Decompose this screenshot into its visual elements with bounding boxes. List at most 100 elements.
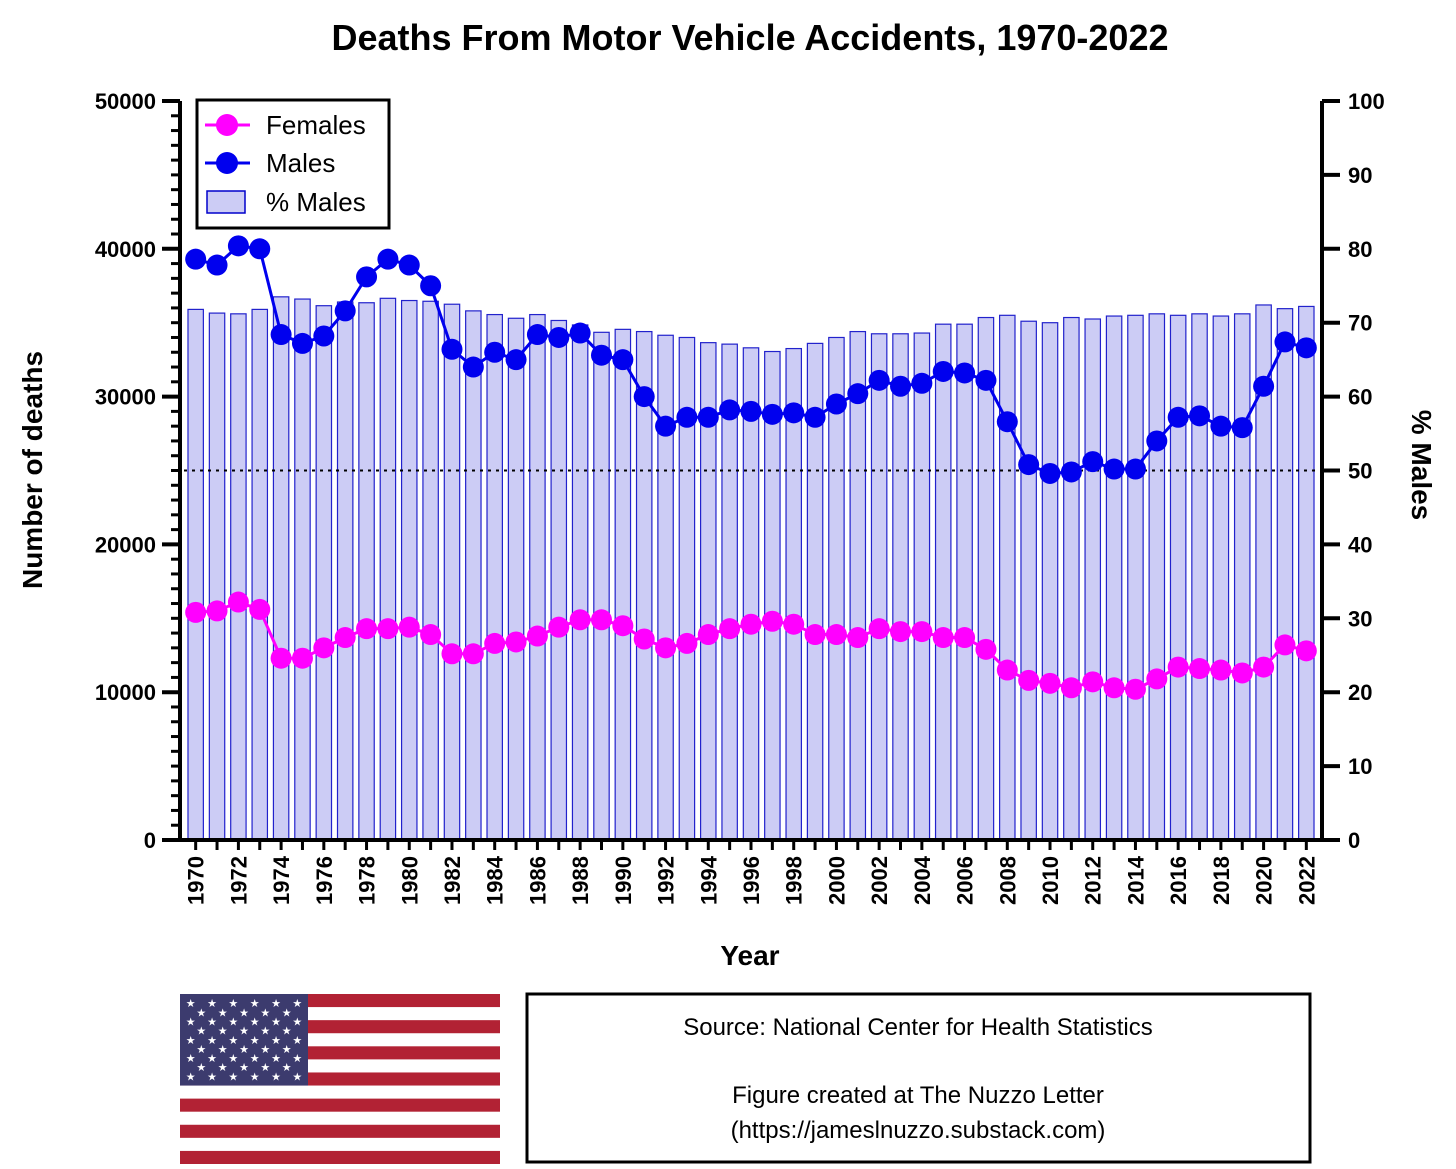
x-tick-label: 1974 — [269, 855, 294, 905]
point-females-2005 — [932, 627, 954, 649]
point-males-1980 — [398, 254, 420, 276]
flag-stripe — [180, 1098, 500, 1112]
y-axis-title: Number of deaths — [17, 351, 48, 589]
bar-pct-males-2018 — [1212, 315, 1230, 841]
bar-pct-males-2001 — [849, 330, 867, 841]
bar-pct-males-2006 — [956, 323, 973, 841]
right-tick-label: 70 — [1348, 311, 1372, 336]
point-males-1996 — [740, 400, 762, 422]
x-tick-label: 1980 — [397, 856, 422, 905]
flag-star: ★ — [292, 1052, 302, 1065]
flag-star: ★ — [292, 997, 302, 1010]
left-tick-label: 10000 — [95, 680, 156, 705]
point-females-2020 — [1253, 656, 1275, 678]
bar-pct-males-1976 — [315, 305, 333, 841]
point-females-2007 — [975, 638, 997, 660]
flag-star: ★ — [207, 997, 217, 1010]
point-males-1979 — [377, 248, 399, 270]
point-males-1972 — [227, 235, 249, 257]
bar-pct-males-1979 — [379, 297, 397, 841]
right-tick-label: 10 — [1348, 754, 1372, 779]
right-tick-label: 30 — [1348, 606, 1372, 631]
flag-star: ★ — [207, 1034, 217, 1047]
right-axis: 0 10 20 30 40 50 60 70 80 90 100 — [1320, 89, 1385, 853]
flag-star: ★ — [271, 1034, 281, 1047]
x-tick-label: 1998 — [782, 856, 807, 905]
point-males-1987 — [548, 326, 570, 348]
flag-star: ★ — [186, 1034, 196, 1047]
right-tick-label: 60 — [1348, 385, 1372, 410]
bar-pct-males-1973 — [251, 308, 269, 841]
point-females-1987 — [548, 616, 570, 638]
point-females-1977 — [334, 627, 356, 649]
point-females-1996 — [740, 613, 762, 635]
flag-stripe — [180, 1124, 500, 1138]
point-males-1992 — [655, 415, 677, 437]
x-tick-label: 1990 — [611, 856, 636, 905]
right-tick-label: 100 — [1348, 89, 1385, 114]
point-females-1974 — [270, 647, 292, 669]
point-females-2019 — [1231, 662, 1253, 684]
point-males-2003 — [890, 375, 912, 397]
x-tick-label: 1976 — [312, 856, 337, 905]
point-males-2008 — [996, 411, 1018, 433]
point-females-2017 — [1189, 658, 1211, 680]
bar-pct-males-1981 — [422, 300, 439, 841]
flag-star: ★ — [228, 1070, 238, 1083]
point-females-2018 — [1210, 659, 1232, 681]
source-line: Source: National Center for Health Stati… — [683, 1014, 1153, 1041]
point-males-1986 — [526, 324, 548, 346]
flag-star: ★ — [228, 1052, 238, 1065]
x-tick-label: 1992 — [654, 856, 679, 905]
legend: Females Males % Males — [195, 98, 391, 230]
bar-pct-males-2007 — [977, 316, 995, 841]
flag-star: ★ — [260, 1006, 270, 1019]
x-axis: 1970 1972 1974 1976 1978 1980 1982 1984 1986 1988… — [184, 840, 1319, 905]
left-tick-label: 40000 — [95, 237, 156, 262]
flag-star: ★ — [207, 1015, 217, 1028]
flag-star: ★ — [271, 1052, 281, 1065]
point-males-1995 — [719, 399, 741, 421]
bar-pct-males-1970 — [187, 308, 204, 841]
point-females-1997 — [761, 610, 783, 632]
point-females-2004 — [911, 621, 933, 643]
point-females-2021 — [1274, 634, 1296, 656]
flag-star: ★ — [282, 1061, 292, 1074]
flag-stripe — [180, 1150, 500, 1164]
point-females-2011 — [1060, 677, 1082, 699]
legend-pct-males-swatch — [206, 190, 246, 214]
point-males-1971 — [206, 254, 228, 276]
point-females-2003 — [890, 621, 912, 643]
point-females-1999 — [804, 624, 826, 646]
point-males-1975 — [291, 332, 313, 354]
point-females-1970 — [185, 601, 207, 623]
flag-star: ★ — [282, 1025, 292, 1038]
flag-star: ★ — [239, 1006, 249, 1019]
flag-star: ★ — [196, 1025, 206, 1038]
point-females-1973 — [249, 598, 271, 620]
point-females-1981 — [420, 624, 442, 646]
flag-star: ★ — [271, 1070, 281, 1083]
point-males-1997 — [761, 403, 783, 425]
flag-star: ★ — [239, 1025, 249, 1038]
point-females-2001 — [847, 627, 869, 649]
bar-pct-males-1985 — [507, 317, 525, 841]
flag-star: ★ — [207, 1070, 217, 1083]
flag-star: ★ — [250, 1015, 260, 1028]
flag-star: ★ — [250, 1052, 260, 1065]
point-males-2011 — [1060, 461, 1082, 483]
point-males-2002 — [868, 369, 890, 391]
point-males-1973 — [249, 238, 271, 260]
bar-pct-males-1971 — [208, 312, 226, 841]
lines-group — [185, 235, 1317, 700]
bar-pct-males-2008 — [999, 314, 1016, 841]
point-males-2019 — [1231, 417, 1253, 439]
point-females-1984 — [484, 632, 506, 654]
point-males-1985 — [505, 349, 527, 371]
point-females-2013 — [1103, 677, 1125, 699]
point-males-2017 — [1189, 405, 1211, 427]
bar-pct-males-2002 — [870, 333, 888, 841]
left-axis: 0 10000 20000 30000 40000 50000 — [95, 89, 1324, 853]
x-tick-label: 1982 — [440, 856, 465, 905]
credit-line-1: Figure created at The Nuzzo Letter — [732, 1082, 1104, 1109]
